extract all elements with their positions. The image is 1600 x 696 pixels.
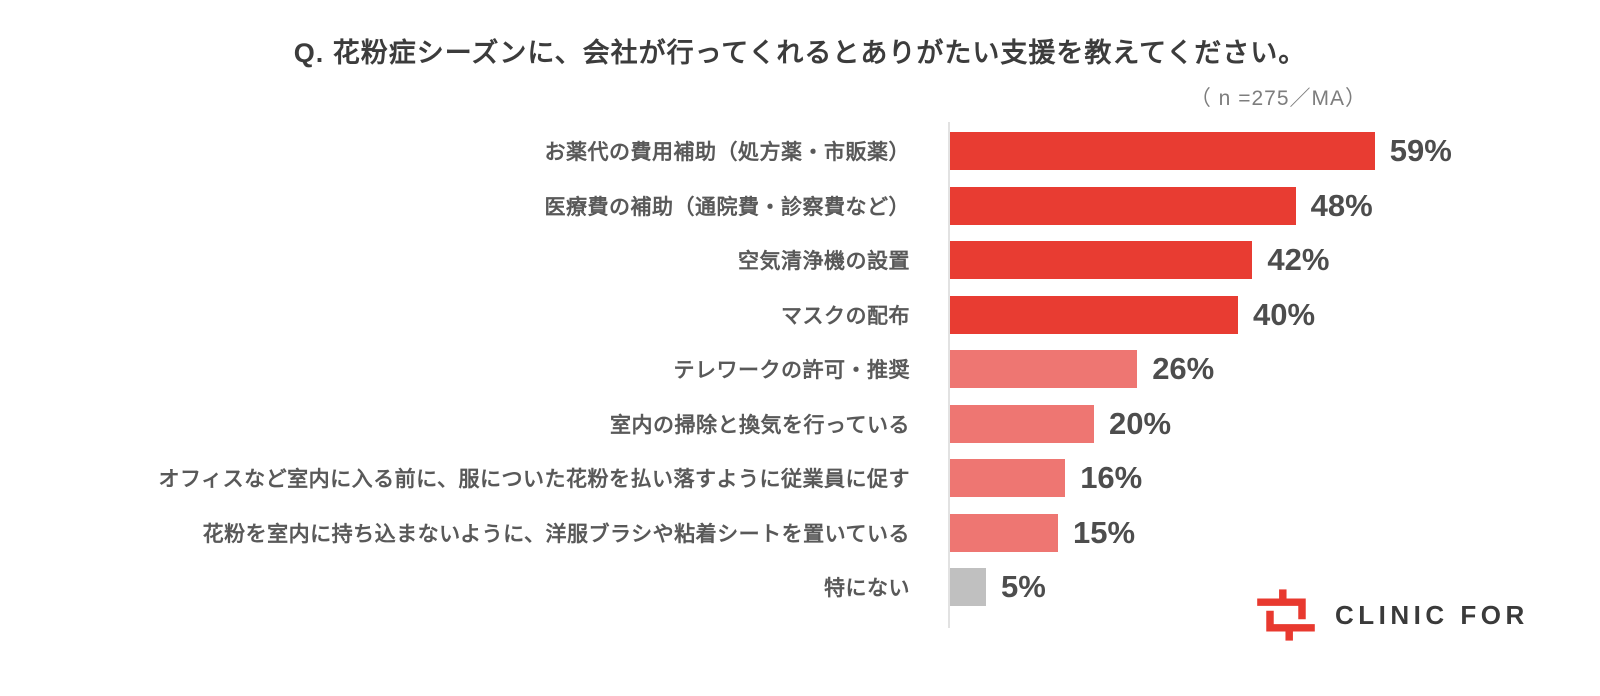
axis-line <box>948 122 950 628</box>
value-label: 15% <box>1073 514 1136 550</box>
category-label: お薬代の費用補助（処方薬・市販薬） <box>544 141 910 165</box>
bar-row: お薬代の費用補助（処方薬・市販薬） 59% <box>0 124 1600 179</box>
bar <box>950 186 1296 225</box>
value-label: 59% <box>1389 133 1452 169</box>
value-label: 48% <box>1310 187 1373 223</box>
bar <box>950 295 1238 334</box>
value-label: 5% <box>1001 569 1046 605</box>
bar-row: 空気清浄機の設置 42% <box>0 233 1600 288</box>
bar-chart: お薬代の費用補助（処方薬・市販薬） 59% 医療費の補助（通院費・診察費など） 48%… <box>0 122 1600 628</box>
value-label: 42% <box>1267 242 1330 278</box>
value-label: 40% <box>1253 296 1316 332</box>
category-label: 室内の掃除と換気を行っている <box>610 413 910 437</box>
clinic-for-logo: CLINIC FOR <box>1254 586 1529 644</box>
category-label: テレワークの許可・推奨 <box>673 359 910 383</box>
category-label: オフィスなど室内に入る前に、服についた花粉を払い落すように従業員に促す <box>158 468 910 492</box>
clinic-for-logo-text: CLINIC FOR <box>1335 599 1529 630</box>
bar <box>950 132 1375 171</box>
bar-row: テレワークの許可・推奨 26% <box>0 342 1600 397</box>
bar <box>950 404 1094 443</box>
category-label: マスクの配布 <box>781 304 910 328</box>
bar-row: 特にない 5% <box>0 560 1600 615</box>
bar <box>950 459 1066 498</box>
category-label: 花粉を室内に持ち込まないように、洋服ブラシや粘着シートを置いている <box>202 522 910 546</box>
bar-row: 室内の掃除と換気を行っている 20% <box>0 397 1600 452</box>
sample-size-note: （ n =275／MA） <box>1189 87 1367 110</box>
bar <box>950 513 1058 552</box>
value-label: 16% <box>1080 460 1143 496</box>
bar-row: オフィスなど室内に入る前に、服についた花粉を払い落すように従業員に促す 16% <box>0 451 1600 506</box>
bar-row: 花粉を室内に持ち込まないように、洋服ブラシや粘着シートを置いている 15% <box>0 506 1600 561</box>
bar-row: 医療費の補助（通院費・診察費など） 48% <box>0 179 1600 234</box>
clinic-for-cross-icon <box>1257 589 1315 641</box>
value-label: 26% <box>1152 351 1215 387</box>
category-label: 特にない <box>824 577 910 601</box>
bar <box>950 568 986 607</box>
bar <box>950 241 1253 280</box>
chart-title: Q. 花粉症シーズンに、会社が行ってくれるとありがたい支援を教えてください。 <box>293 38 1307 68</box>
category-label: 空気清浄機の設置 <box>738 250 910 274</box>
value-label: 20% <box>1109 405 1172 441</box>
bar-rows: お薬代の費用補助（処方薬・市販薬） 59% 医療費の補助（通院費・診察費など） 48%… <box>0 124 1600 615</box>
category-label: 医療費の補助（通院費・診察費など） <box>544 195 910 219</box>
bar <box>950 350 1138 389</box>
bar-row: マスクの配布 40% <box>0 288 1600 343</box>
